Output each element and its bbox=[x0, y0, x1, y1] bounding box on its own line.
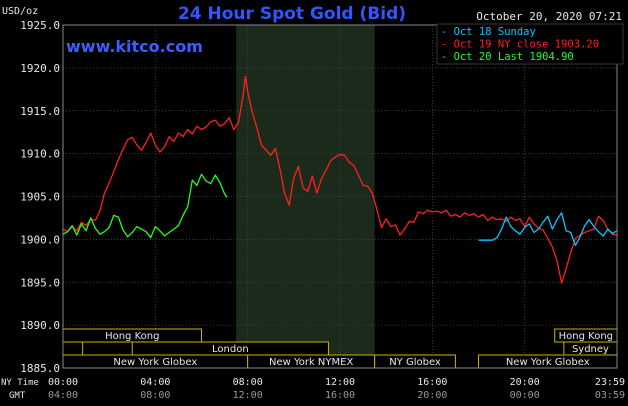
series-line bbox=[62, 75, 618, 284]
gmt-row-label: GMT bbox=[9, 391, 26, 401]
x-tick-label-ny: 20:00 bbox=[510, 377, 540, 388]
session-bar-label: Hong Kong bbox=[105, 331, 159, 342]
x-tick-label-ny: 04:00 bbox=[140, 377, 170, 388]
session-bar: Sydney bbox=[563, 341, 618, 356]
session-bar-label: London bbox=[212, 344, 249, 355]
ny-time-row-label: NY Time bbox=[1, 378, 39, 388]
y-tick-label: 1900.0 bbox=[20, 233, 60, 246]
x-tick-label-ny: 16:00 bbox=[417, 377, 447, 388]
session-bar-label: Hong Kong bbox=[559, 331, 613, 342]
session-bar: New York Globex bbox=[62, 354, 249, 369]
x-tick-label-ny: 08:00 bbox=[233, 377, 263, 388]
x-tick-label-gmt: 04:00 bbox=[48, 390, 78, 401]
session-bar-label: New York NYMEX bbox=[269, 357, 354, 368]
session-bar: Hong Kong bbox=[554, 328, 618, 343]
y-tick-label: 1915.0 bbox=[20, 105, 60, 118]
session-bar: London bbox=[131, 341, 329, 356]
y-tick-label: 1905.0 bbox=[20, 191, 60, 204]
chart-title: 24 Hour Spot Gold (Bid) bbox=[178, 4, 406, 24]
session-bar-label: NY Globex bbox=[389, 357, 441, 368]
x-tick-label-ny: 23:59 bbox=[595, 377, 625, 388]
x-tick-label-gmt: 03:59 bbox=[595, 390, 625, 401]
y-tick-label: 1920.0 bbox=[20, 62, 60, 75]
nymex-session-shading bbox=[236, 25, 375, 368]
y-tick-label: 1910.0 bbox=[20, 148, 60, 161]
y-tick-label: 1925.0 bbox=[20, 19, 60, 32]
legend-entry: - Oct 20 Last 1904.90 bbox=[441, 51, 574, 63]
session-bar: Hong Kong bbox=[62, 328, 202, 343]
x-tick-label-ny: 12:00 bbox=[325, 377, 355, 388]
series-line bbox=[478, 212, 618, 247]
x-tick-label-gmt: 16:00 bbox=[325, 390, 355, 401]
legend-entry: - Oct 18 Sunday bbox=[441, 26, 536, 38]
kitco-watermark[interactable]: www.kitco.com bbox=[66, 37, 203, 56]
legend-entry: - Oct 19 NY close 1903.20 bbox=[441, 39, 599, 51]
chart-legend: - Oct 18 Sunday- Oct 19 NY close 1903.20… bbox=[436, 23, 624, 65]
chart-timestamp: October 20, 2020 07:21 bbox=[476, 10, 622, 23]
session-bar-label: Sydney bbox=[572, 344, 609, 355]
y-axis-unit-label: USD/oz bbox=[2, 6, 38, 17]
x-tick-label-gmt: 20:00 bbox=[417, 390, 447, 401]
session-bar bbox=[62, 341, 84, 356]
x-tick-label-gmt: 12:00 bbox=[233, 390, 263, 401]
session-bar-label: New York Globex bbox=[113, 357, 197, 368]
session-bar: New York NYMEX bbox=[247, 354, 376, 369]
session-bar: New York Globex bbox=[478, 354, 618, 369]
x-tick-label-gmt: 08:00 bbox=[140, 390, 170, 401]
session-bar-box bbox=[62, 341, 84, 356]
x-tick-label-ny: 00:00 bbox=[48, 377, 78, 388]
legend-box bbox=[436, 23, 624, 65]
y-tick-label: 1885.0 bbox=[20, 362, 60, 375]
x-tick-label-gmt: 00:00 bbox=[510, 390, 540, 401]
plot-frame bbox=[62, 24, 618, 369]
series-line bbox=[62, 173, 228, 239]
session-bar: NY Globex bbox=[374, 354, 456, 369]
session-bar-label: New York Globex bbox=[506, 357, 590, 368]
y-tick-label: 1890.0 bbox=[20, 319, 60, 332]
y-tick-label: 1895.0 bbox=[20, 276, 60, 289]
